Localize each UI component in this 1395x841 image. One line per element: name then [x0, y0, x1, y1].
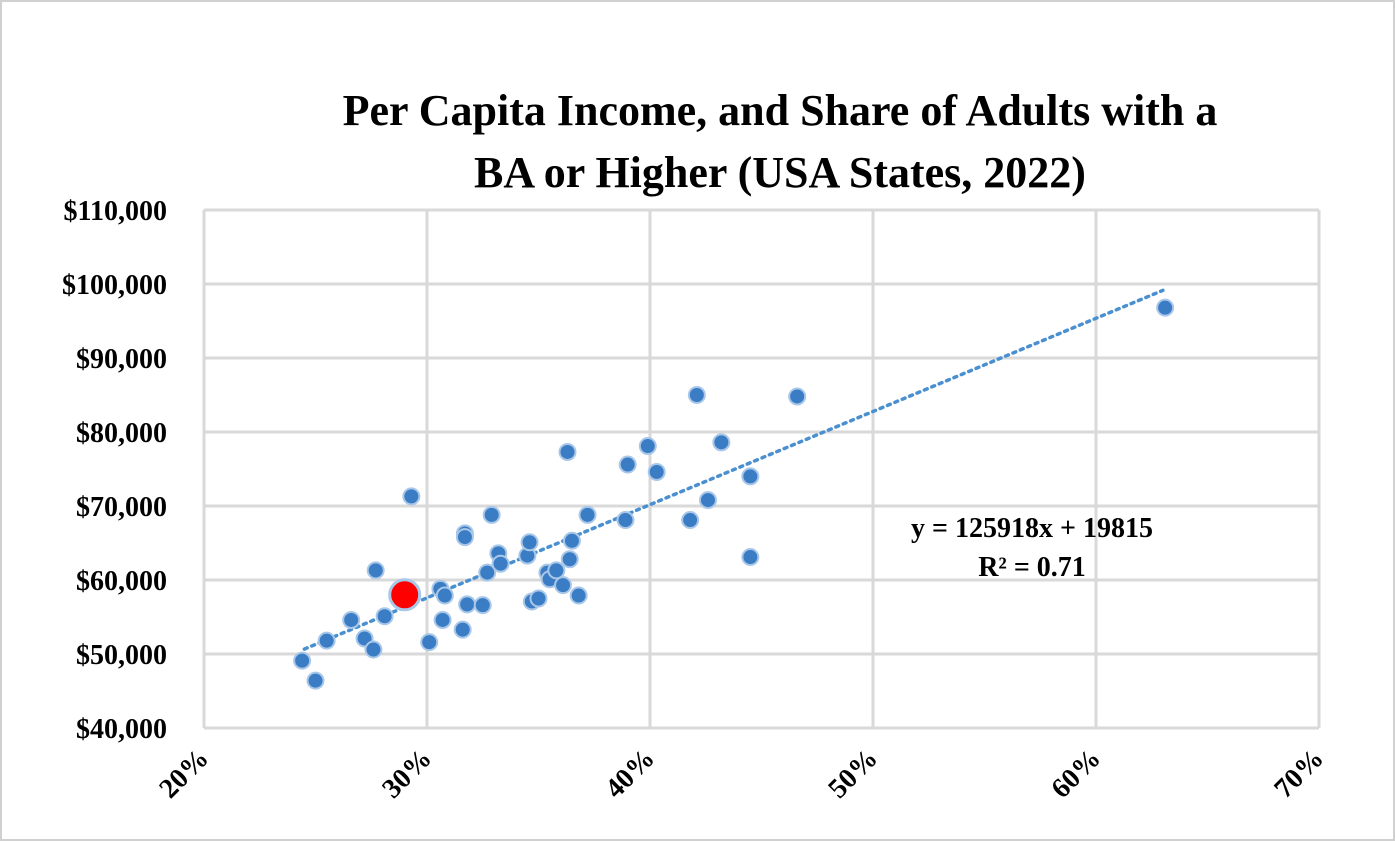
data-point — [366, 561, 385, 580]
data-point — [435, 586, 454, 605]
data-point — [741, 467, 760, 486]
data-point — [453, 620, 472, 639]
data-point — [712, 433, 731, 452]
y-tick-label: $50,000 — [76, 640, 167, 671]
data-point — [547, 561, 566, 580]
data-point — [618, 455, 637, 474]
y-tick-label: $40,000 — [76, 714, 167, 745]
data-point — [364, 640, 383, 659]
data-point — [578, 505, 597, 524]
chart-title: Per Capita Income, and Share of Adults w… — [200, 80, 1360, 204]
chart-title-line-1: Per Capita Income, and Share of Adults w… — [342, 86, 1218, 135]
data-point — [529, 589, 548, 608]
data-point — [788, 387, 807, 406]
data-point — [560, 550, 579, 569]
y-tick-label: $60,000 — [76, 566, 167, 597]
y-tick-label: $110,000 — [64, 196, 167, 227]
data-point — [520, 533, 539, 552]
data-point — [458, 595, 477, 614]
r-squared-label: R² = 0.71 — [978, 552, 1086, 583]
x-tick-label: 20% — [153, 743, 215, 805]
data-point — [478, 563, 497, 582]
data-points — [293, 298, 1175, 690]
data-point — [317, 631, 336, 650]
data-point — [562, 531, 581, 550]
data-point — [402, 487, 421, 506]
data-point — [293, 651, 312, 670]
data-point — [1156, 298, 1175, 317]
trendline — [302, 288, 1165, 651]
y-tick-label: $100,000 — [62, 270, 167, 301]
data-point — [681, 511, 700, 530]
x-tick-label: 30% — [376, 743, 438, 805]
grid-lines — [202, 208, 1321, 730]
data-point — [554, 576, 573, 595]
data-point — [306, 671, 325, 690]
data-point — [569, 586, 588, 605]
data-point — [741, 548, 760, 567]
data-point — [342, 610, 361, 629]
data-point — [698, 491, 717, 510]
x-tick-label: 60% — [1045, 743, 1107, 805]
x-tick-label: 70% — [1268, 743, 1330, 805]
trendline-equation: y = 125918x + 19815 — [911, 513, 1153, 544]
data-point — [616, 511, 635, 530]
y-tick-label: $80,000 — [76, 418, 167, 449]
data-point — [375, 607, 394, 626]
data-point — [455, 528, 474, 547]
data-point — [491, 554, 510, 573]
data-point — [687, 386, 706, 404]
data-point — [473, 596, 492, 615]
y-tick-label: $90,000 — [76, 344, 167, 375]
x-axis-tick-labels: 20% 30% 40% 50% 60% 70% — [153, 743, 1330, 805]
trendline-group — [302, 288, 1165, 651]
x-tick-label: 40% — [599, 743, 661, 805]
chart-title-line-2: BA or Higher (USA States, 2022) — [474, 148, 1086, 197]
data-point — [433, 610, 452, 629]
x-tick-label: 50% — [822, 743, 884, 805]
trendline-annotation: y = 125918x + 19815 R² = 0.71 — [911, 513, 1153, 583]
data-point — [647, 462, 666, 481]
data-point — [420, 633, 439, 652]
data-point — [638, 437, 657, 456]
data-point — [558, 442, 577, 461]
highlighted-data-point — [388, 578, 422, 612]
y-tick-label: $70,000 — [76, 492, 167, 523]
y-axis-tick-labels: $40,000 $50,000 $60,000 $70,000 $80,000 $90,0… — [62, 196, 167, 745]
data-point — [482, 505, 501, 524]
